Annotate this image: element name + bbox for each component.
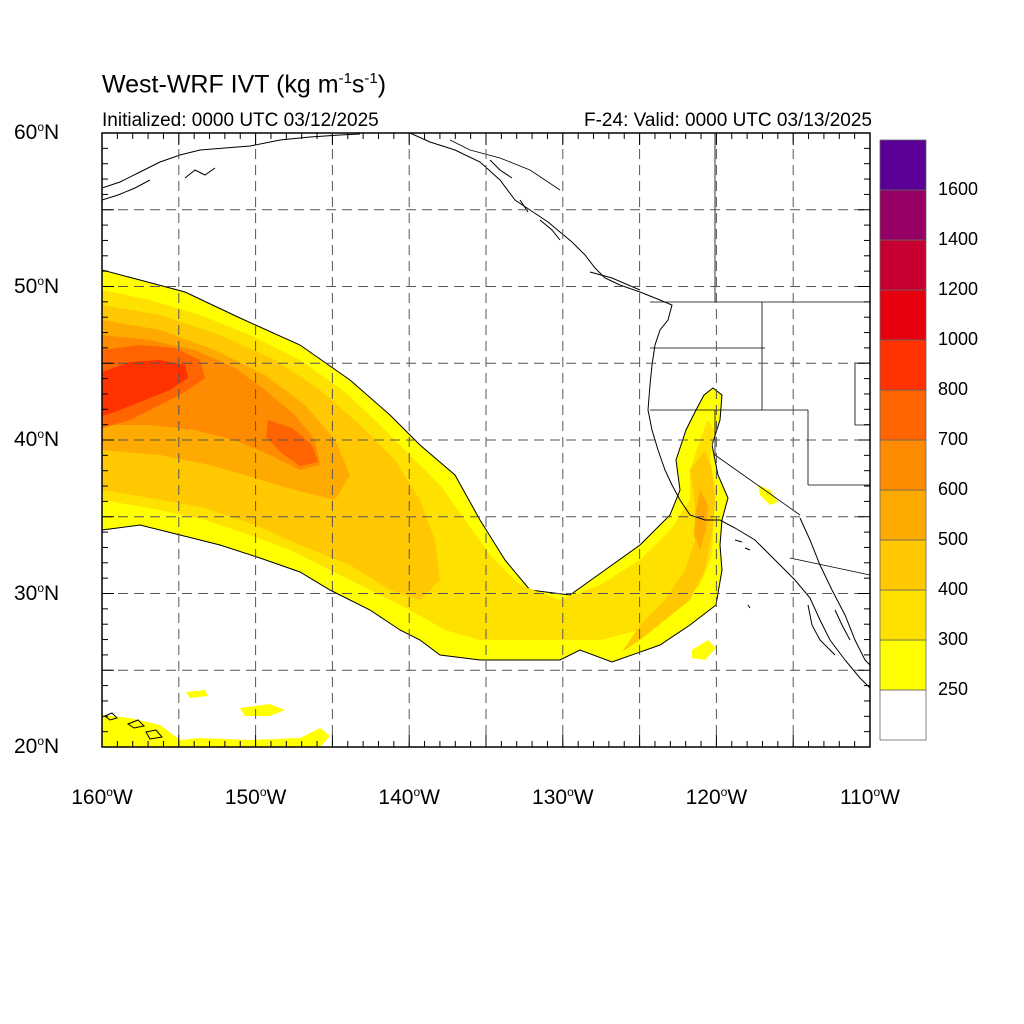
lat-label: 60oN xyxy=(14,120,60,144)
lon-label: 150oW xyxy=(224,785,287,809)
border-nv-ca xyxy=(714,410,801,516)
lat-label: 40oN xyxy=(14,427,60,451)
coastline-alaska xyxy=(102,133,361,189)
colorbar-swatch xyxy=(879,389,927,441)
lat-label: 50oN xyxy=(14,273,60,298)
colorbar-swatch xyxy=(879,189,927,241)
lat-label: 30oN xyxy=(14,580,60,605)
coastline-hawaii xyxy=(104,712,163,740)
colorbar-label: 400 xyxy=(938,579,969,599)
colorbar-swatch xyxy=(879,589,927,641)
lon-label: 160oW xyxy=(71,785,133,809)
colorbar-swatch xyxy=(879,489,927,541)
colorbar-label: 600 xyxy=(938,479,969,499)
colorbar-swatch xyxy=(879,139,927,191)
colorbar-swatch xyxy=(879,289,927,341)
lon-label: 140oW xyxy=(378,785,440,809)
colorbar-label: 500 xyxy=(938,529,969,549)
colorbar-swatch xyxy=(879,439,927,491)
border-us-mexico xyxy=(789,557,870,576)
axis-ticks xyxy=(101,132,871,748)
colorbar-label: 1600 xyxy=(938,179,979,199)
colorbar-swatch xyxy=(879,239,927,291)
colorbar-label: 700 xyxy=(938,429,969,449)
colorbar-label: 800 xyxy=(938,379,969,399)
coastline-mexico-interior xyxy=(807,604,851,656)
coastline-bc-islands xyxy=(184,159,641,291)
ivt-patch-south xyxy=(102,715,330,747)
lat-label: 20oN xyxy=(14,734,60,758)
colorbar-swatch xyxy=(879,639,927,691)
map-title: West-WRF IVT (kg m-1s-1) xyxy=(102,70,387,99)
lon-label: 120oW xyxy=(685,785,748,809)
ivt-field xyxy=(102,269,778,747)
ivt-contour-700b xyxy=(266,420,318,466)
colorbar xyxy=(879,139,927,741)
ivt-patch-nevada xyxy=(758,485,778,505)
valid-time-label: F-24: Valid: 0000 UTC 03/13/2025 xyxy=(584,110,872,131)
ivt-patch-baja xyxy=(692,640,716,660)
coastlines xyxy=(102,133,870,740)
coastline-alaska-2 xyxy=(102,179,151,201)
coastline-panhandle xyxy=(409,133,870,689)
colorbar-label: 300 xyxy=(938,629,969,649)
lon-label: 110oW xyxy=(840,785,900,809)
ivt-patch-south2 xyxy=(240,704,285,716)
colorbar-swatch xyxy=(879,689,927,741)
colorbar-swatch xyxy=(879,339,927,391)
ivt-tail-500 xyxy=(694,490,708,550)
colorbar-label: 1000 xyxy=(938,329,979,349)
ivt-tail-400 xyxy=(622,450,715,652)
ivt-patch-south3 xyxy=(186,690,208,698)
lon-label: 130oW xyxy=(532,785,594,809)
border-alaska-canada xyxy=(449,139,561,191)
colorbar-label: 1400 xyxy=(938,229,979,249)
graticule xyxy=(102,133,870,747)
coastline-channel-islands xyxy=(734,539,751,609)
coastline-baja-gulf xyxy=(799,517,870,666)
border-states-1 xyxy=(650,133,870,486)
init-time-label: Initialized: 0000 UTC 03/12/2025 xyxy=(102,110,379,131)
colorbar-label: 1200 xyxy=(938,279,979,299)
ivt-contour-800 xyxy=(102,360,188,416)
colorbar-swatch xyxy=(879,539,927,591)
colorbar-label: 250 xyxy=(938,679,969,699)
